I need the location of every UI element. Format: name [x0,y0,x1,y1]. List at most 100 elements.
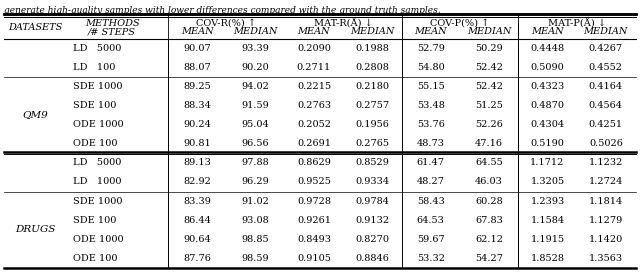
Text: 0.5190: 0.5190 [531,139,564,148]
Text: 95.04: 95.04 [242,120,269,129]
Text: 86.44: 86.44 [183,216,211,225]
Text: 48.73: 48.73 [417,139,445,148]
Text: 0.9261: 0.9261 [297,216,331,225]
Text: 0.5026: 0.5026 [589,139,623,148]
Text: MAT-P(Å) ↓: MAT-P(Å) ↓ [548,18,605,28]
Text: DRUGS: DRUGS [15,225,55,234]
Text: 1.1814: 1.1814 [589,197,623,206]
Text: 93.39: 93.39 [242,44,269,52]
Text: 50.29: 50.29 [475,44,503,52]
Text: 64.53: 64.53 [417,216,445,225]
Text: 54.80: 54.80 [417,63,445,72]
Text: 1.1915: 1.1915 [531,235,564,244]
Text: 0.8529: 0.8529 [355,158,389,167]
Text: 52.79: 52.79 [417,44,445,52]
Text: 88.07: 88.07 [183,63,211,72]
Text: 0.1988: 0.1988 [355,44,389,52]
Text: 96.29: 96.29 [242,177,269,186]
Text: LD   5000: LD 5000 [73,44,122,52]
Text: 94.02: 94.02 [242,82,269,91]
Text: 1.3563: 1.3563 [589,254,623,263]
Text: 0.5090: 0.5090 [531,63,564,72]
Text: 90.20: 90.20 [242,63,269,72]
Text: 0.8493: 0.8493 [297,235,331,244]
Text: 0.4552: 0.4552 [589,63,623,72]
Text: SDE 1000: SDE 1000 [73,82,122,91]
Text: 0.9728: 0.9728 [297,197,331,206]
Text: 0.9784: 0.9784 [355,197,389,206]
Text: METHODS: METHODS [84,18,140,27]
Text: ODE 100: ODE 100 [73,139,118,148]
Text: MEAN: MEAN [298,27,330,36]
Text: 51.25: 51.25 [475,101,503,110]
Text: 58.43: 58.43 [417,197,445,206]
Text: 1.3205: 1.3205 [531,177,564,186]
Text: 90.81: 90.81 [183,139,211,148]
Text: 91.02: 91.02 [242,197,269,206]
Text: COV-P(%) ↑: COV-P(%) ↑ [430,18,490,27]
Text: 0.4448: 0.4448 [531,44,564,52]
Text: 59.67: 59.67 [417,235,445,244]
Text: 0.2808: 0.2808 [355,63,389,72]
Text: 0.9525: 0.9525 [297,177,331,186]
Text: LD   5000: LD 5000 [73,158,122,167]
Text: 53.48: 53.48 [417,101,445,110]
Text: 0.2090: 0.2090 [297,44,331,52]
Text: 1.1232: 1.1232 [589,158,623,167]
Text: ODE 1000: ODE 1000 [73,120,124,129]
Text: ODE 1000: ODE 1000 [73,235,124,244]
Text: 0.8846: 0.8846 [355,254,389,263]
Text: 83.39: 83.39 [183,197,211,206]
Text: 61.47: 61.47 [417,158,445,167]
Text: 48.27: 48.27 [417,177,445,186]
Text: 89.13: 89.13 [183,158,211,167]
Text: MEAN: MEAN [531,27,564,36]
Text: 0.9132: 0.9132 [355,216,389,225]
Text: LD   1000: LD 1000 [73,177,122,186]
Text: SDE 100: SDE 100 [73,216,116,225]
Text: 0.4164: 0.4164 [589,82,623,91]
Text: 0.2711: 0.2711 [297,63,331,72]
Text: generate high-quality samples with lower differences compared with the ground tr: generate high-quality samples with lower… [4,6,440,15]
Text: 0.9105: 0.9105 [297,254,331,263]
Text: 53.32: 53.32 [417,254,445,263]
Text: 55.15: 55.15 [417,82,445,91]
Text: 98.59: 98.59 [242,254,269,263]
Text: 0.2180: 0.2180 [355,82,389,91]
Text: 90.07: 90.07 [183,44,211,52]
Text: 52.26: 52.26 [475,120,503,129]
Text: 96.56: 96.56 [242,139,269,148]
Text: MAT-R(Å) ↓: MAT-R(Å) ↓ [314,18,372,28]
Text: 1.1712: 1.1712 [531,158,564,167]
Text: 1.2724: 1.2724 [589,177,623,186]
Text: 0.4323: 0.4323 [531,82,564,91]
Text: 90.24: 90.24 [183,120,211,129]
Text: 0.2757: 0.2757 [355,101,389,110]
Text: 1.1584: 1.1584 [531,216,564,225]
Text: 64.55: 64.55 [475,158,503,167]
Text: SDE 1000: SDE 1000 [73,197,122,206]
Text: 67.83: 67.83 [475,216,503,225]
Text: 0.4267: 0.4267 [589,44,623,52]
Text: 88.34: 88.34 [183,101,211,110]
Text: QM9: QM9 [22,110,48,119]
Text: LD   100: LD 100 [73,63,115,72]
Text: SDE 100: SDE 100 [73,101,116,110]
Text: 93.08: 93.08 [242,216,269,225]
Text: 0.8270: 0.8270 [355,235,389,244]
Text: MEDIAN: MEDIAN [350,27,394,36]
Text: 0.2691: 0.2691 [297,139,331,148]
Text: 0.4304: 0.4304 [531,120,564,129]
Text: 1.1279: 1.1279 [589,216,623,225]
Text: 87.76: 87.76 [183,254,211,263]
Text: MEAN: MEAN [181,27,214,36]
Text: MEAN: MEAN [414,27,447,36]
Text: 52.42: 52.42 [475,82,503,91]
Text: /# STEPS: /# STEPS [88,27,136,36]
Text: 46.03: 46.03 [475,177,503,186]
Text: MEDIAN: MEDIAN [584,27,628,36]
Text: 47.16: 47.16 [475,139,503,148]
Text: 0.2763: 0.2763 [297,101,331,110]
Text: 0.4870: 0.4870 [531,101,564,110]
Text: 1.8528: 1.8528 [531,254,564,263]
